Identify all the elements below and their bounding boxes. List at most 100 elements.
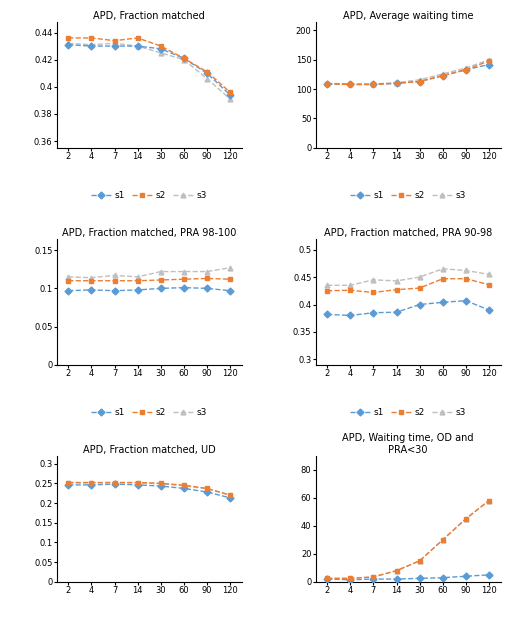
s2 xyxy=(486,58,492,65)
s2 xyxy=(135,478,141,486)
s1 xyxy=(440,298,446,306)
s3 xyxy=(416,274,423,281)
Line: s2: s2 xyxy=(325,59,491,87)
s2 xyxy=(440,536,446,543)
Title: APD, Waiting time, OD and
PRA<30: APD, Waiting time, OD and PRA<30 xyxy=(342,433,474,455)
Line: s1: s1 xyxy=(325,62,491,87)
s2 xyxy=(65,478,71,486)
s1 xyxy=(416,78,423,85)
s1 xyxy=(393,80,399,87)
s1 xyxy=(440,72,446,79)
s1 xyxy=(463,573,469,580)
s2 xyxy=(181,482,187,489)
s2 xyxy=(227,491,233,499)
s1 xyxy=(181,54,187,62)
s1 xyxy=(158,45,164,53)
Title: APD, Average waiting time: APD, Average waiting time xyxy=(343,11,473,21)
s3 xyxy=(88,274,94,282)
s3 xyxy=(135,479,141,487)
Line: s3: s3 xyxy=(325,498,491,581)
s3 xyxy=(135,273,141,280)
s2 xyxy=(158,480,164,487)
Title: APD, Fraction matched: APD, Fraction matched xyxy=(93,11,205,21)
Legend: s1, s2, s3: s1, s2, s3 xyxy=(88,188,211,204)
s3 xyxy=(181,56,187,63)
s3 xyxy=(393,567,399,574)
s3 xyxy=(486,497,492,504)
s1 xyxy=(463,297,469,305)
s3 xyxy=(370,80,377,87)
s2 xyxy=(227,275,233,283)
s2 xyxy=(204,68,210,76)
s2 xyxy=(324,80,330,87)
s2 xyxy=(416,557,423,565)
s2 xyxy=(204,485,210,492)
s1 xyxy=(204,488,210,496)
Line: s3: s3 xyxy=(66,41,233,102)
s2 xyxy=(416,284,423,292)
Line: s3: s3 xyxy=(325,58,491,86)
s2 xyxy=(440,72,446,79)
s3 xyxy=(393,277,399,285)
s3 xyxy=(88,41,94,48)
s1 xyxy=(347,80,353,88)
s3 xyxy=(227,95,233,103)
Line: s1: s1 xyxy=(325,298,491,318)
s1 xyxy=(65,287,71,295)
s3 xyxy=(486,271,492,278)
s2 xyxy=(416,78,423,85)
s2 xyxy=(393,80,399,87)
s3 xyxy=(158,268,164,275)
s1 xyxy=(158,482,164,490)
s1 xyxy=(227,287,233,295)
s1 xyxy=(370,575,377,582)
s2 xyxy=(370,288,377,296)
Title: APD, Fraction matched, PRA 90-98: APD, Fraction matched, PRA 90-98 xyxy=(324,228,492,238)
s2 xyxy=(158,42,164,50)
s2 xyxy=(393,567,399,574)
Line: s2: s2 xyxy=(66,480,233,498)
s1 xyxy=(111,42,118,50)
s3 xyxy=(65,273,71,280)
s2 xyxy=(347,574,353,582)
s3 xyxy=(135,42,141,50)
s1 xyxy=(204,69,210,77)
s1 xyxy=(135,286,141,293)
s3 xyxy=(65,40,71,47)
s1 xyxy=(370,309,377,316)
Line: s1: s1 xyxy=(66,482,233,500)
s3 xyxy=(158,49,164,56)
s3 xyxy=(111,272,118,279)
s2 xyxy=(204,275,210,282)
s2 xyxy=(463,66,469,74)
s2 xyxy=(347,287,353,294)
s2 xyxy=(347,80,353,88)
s2 xyxy=(88,478,94,486)
s1 xyxy=(227,91,233,98)
s1 xyxy=(65,481,71,488)
s1 xyxy=(463,66,469,74)
s3 xyxy=(88,479,94,487)
s2 xyxy=(65,34,71,41)
s1 xyxy=(347,576,353,584)
s3 xyxy=(370,573,377,581)
s1 xyxy=(324,80,330,87)
s3 xyxy=(111,40,118,47)
s2 xyxy=(486,497,492,504)
s1 xyxy=(416,574,423,582)
s3 xyxy=(324,282,330,289)
s1 xyxy=(416,301,423,308)
s1 xyxy=(486,306,492,314)
Line: s1: s1 xyxy=(325,573,491,582)
s2 xyxy=(486,281,492,288)
s3 xyxy=(347,574,353,582)
s3 xyxy=(111,478,118,486)
s3 xyxy=(347,80,353,87)
s2 xyxy=(324,287,330,295)
s2 xyxy=(88,34,94,41)
s3 xyxy=(463,64,469,72)
Line: s1: s1 xyxy=(66,285,233,293)
s2 xyxy=(463,515,469,522)
s2 xyxy=(181,54,187,62)
s1 xyxy=(347,312,353,319)
